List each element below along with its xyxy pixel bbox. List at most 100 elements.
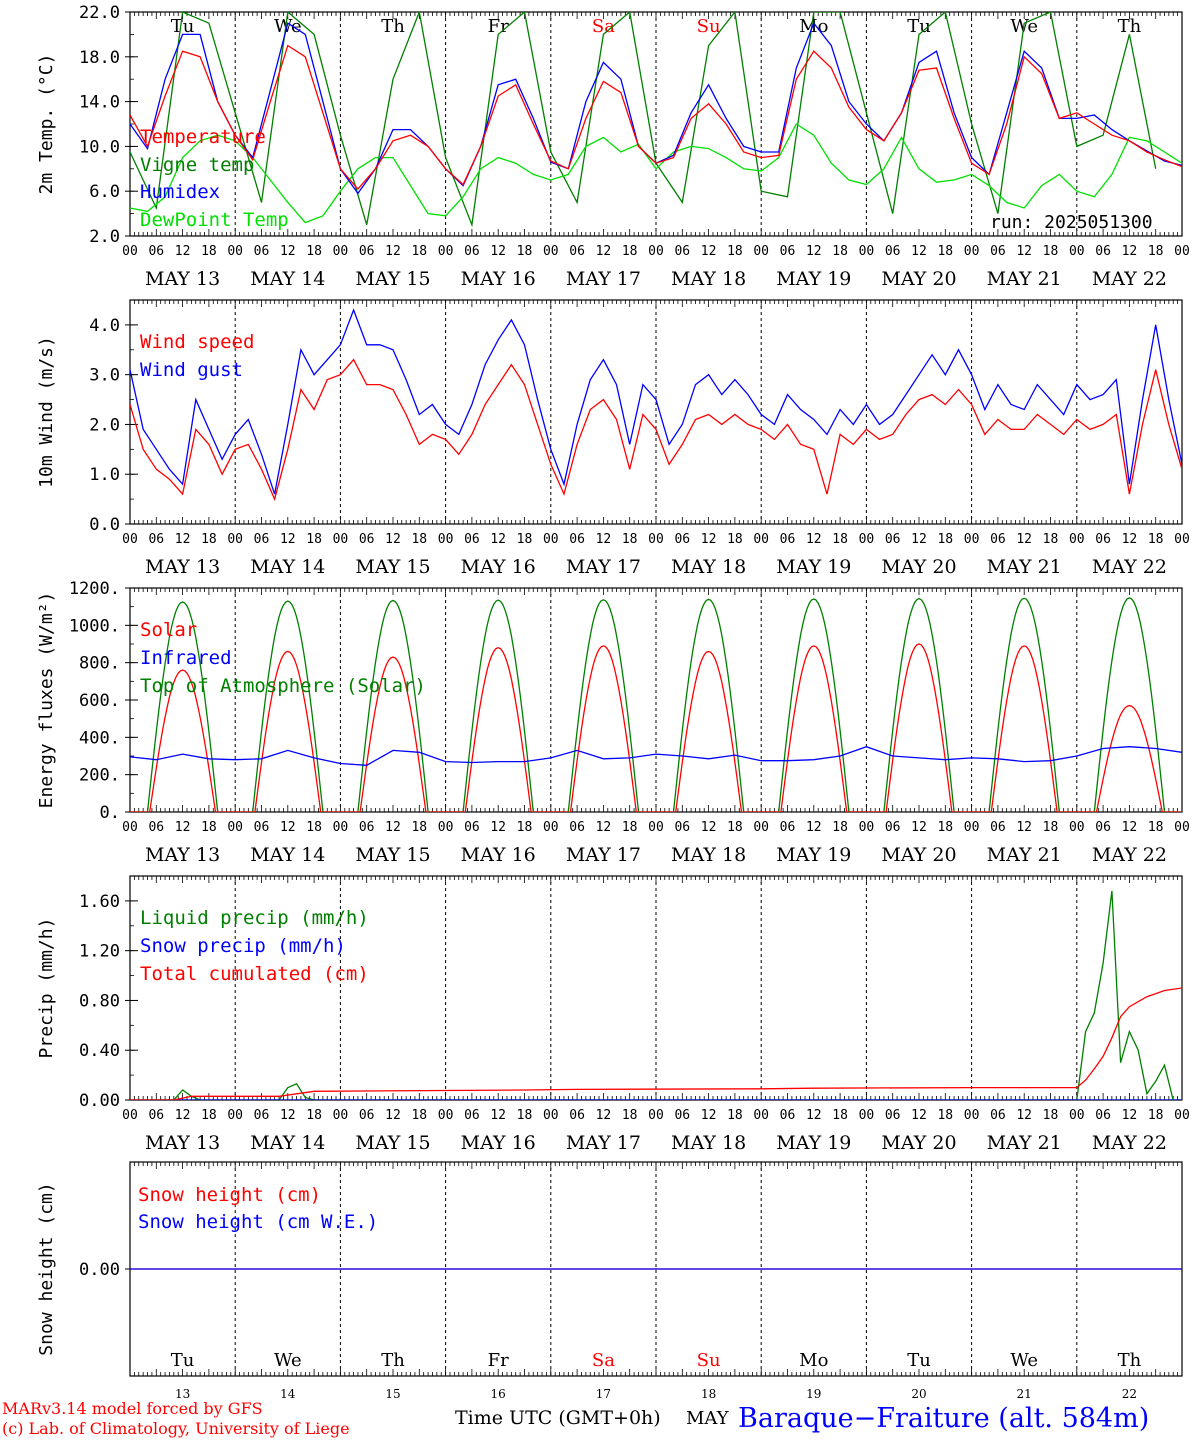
hour-label: 06 [780, 820, 796, 835]
hour-label: 06 [254, 532, 270, 547]
hour-label: 06 [1095, 532, 1111, 547]
hour-label: 18 [306, 532, 322, 547]
hour-label: 06 [674, 1108, 690, 1123]
hour-label: 12 [175, 1108, 191, 1123]
hour-label: 00 [1174, 244, 1190, 259]
date-label: MAY 16 [461, 556, 536, 578]
hour-label: 06 [780, 532, 796, 547]
hour-label: 00 [227, 820, 243, 835]
date-label: MAY 17 [566, 844, 641, 866]
hour-label: 12 [490, 532, 506, 547]
hour-label: 18 [517, 820, 533, 835]
y-tick-label: 4.0 [89, 316, 120, 336]
y-tick-label: 600. [79, 691, 120, 711]
y-tick-label: 2.0 [89, 415, 120, 435]
date-label: MAY 22 [1092, 556, 1167, 578]
legend-entry: Humidex [140, 181, 220, 203]
hour-label: 12 [385, 244, 401, 259]
hour-label: 18 [727, 244, 743, 259]
panel-5: 0.00 Snow height (cm) Tu 13 We 14 Th 15 Fr 16 Sa 17… [36, 1161, 1183, 1401]
date-label: MAY 14 [250, 1132, 325, 1154]
y-tick-label: 10.0 [79, 137, 120, 157]
hour-label: 00 [122, 532, 138, 547]
y-tick-label: 1.60 [79, 892, 120, 912]
hour-label: 00 [753, 820, 769, 835]
hour-label: 06 [359, 820, 375, 835]
date-label: MAY 13 [145, 1132, 220, 1154]
weekday-label: We [274, 1350, 302, 1371]
y-tick-label: 22.0 [79, 3, 120, 23]
hour-label: 06 [990, 532, 1006, 547]
y-tick-label: 0.40 [79, 1041, 120, 1061]
hour-label: 00 [859, 244, 875, 259]
date-label: MAY 19 [776, 268, 851, 290]
date-label: MAY 19 [776, 556, 851, 578]
hour-label: 00 [122, 244, 138, 259]
hour-label: 12 [596, 1108, 612, 1123]
hour-label: 06 [990, 1108, 1006, 1123]
hour-label: 06 [148, 532, 164, 547]
hour-label: 18 [306, 1108, 322, 1123]
hour-label: 18 [832, 244, 848, 259]
hour-label: 12 [806, 244, 822, 259]
hour-label: 00 [438, 532, 454, 547]
date-label: MAY 17 [566, 268, 641, 290]
hour-label: 06 [464, 532, 480, 547]
hour-label: 18 [1148, 244, 1164, 259]
y-tick-label: 400. [79, 728, 120, 748]
hour-label: 18 [622, 1108, 638, 1123]
hour-label: 00 [859, 1108, 875, 1123]
hour-label: 12 [280, 532, 296, 547]
hour-label: 18 [201, 244, 217, 259]
hour-label: 18 [1043, 1108, 1059, 1123]
legend-entry: Snow precip (mm/h) [140, 935, 346, 957]
series-line-wind-speed [130, 358, 1182, 502]
hour-label: 18 [832, 532, 848, 547]
weekday-label: Tu [907, 1350, 931, 1371]
hour-label: 06 [359, 1108, 375, 1123]
hour-label: 12 [701, 532, 717, 547]
hour-label: 00 [227, 244, 243, 259]
hour-label: 18 [832, 820, 848, 835]
hour-label: 00 [543, 244, 559, 259]
hour-label: 06 [1095, 1108, 1111, 1123]
date-label: MAY 20 [881, 1132, 956, 1154]
series-line-wind-gust [130, 308, 1182, 495]
hour-label: 00 [438, 244, 454, 259]
y-axis-label: 10m Wind (m/s) [36, 336, 57, 488]
date-label: MAY 14 [250, 844, 325, 866]
hour-label: 06 [464, 244, 480, 259]
hour-label: 12 [490, 1108, 506, 1123]
day-number-label: 13 [175, 1387, 190, 1401]
hour-label: 18 [1043, 532, 1059, 547]
hour-label: 06 [885, 532, 901, 547]
chart-panels: 2.0 6.0 10.0 14.0 18.0 22.0 2m Temp. (°C) 00 06 1… [36, 3, 1190, 1401]
hour-label: 18 [1148, 1108, 1164, 1123]
series-group [130, 308, 1182, 502]
hour-label: 12 [490, 820, 506, 835]
date-label: MAY 22 [1092, 1132, 1167, 1154]
hour-label: 18 [517, 244, 533, 259]
hour-label: 18 [622, 532, 638, 547]
hour-label: 06 [1095, 244, 1111, 259]
hour-label: 18 [937, 1108, 953, 1123]
hour-label: 12 [175, 820, 191, 835]
hour-label: 06 [674, 244, 690, 259]
y-tick-label: 2.0 [89, 227, 120, 247]
hour-label: 06 [674, 820, 690, 835]
hour-label: 00 [1174, 532, 1190, 547]
hour-label: 06 [990, 244, 1006, 259]
hour-label: 00 [438, 1108, 454, 1123]
month-label: MAY [686, 1408, 730, 1429]
y-tick-label: 0.00 [79, 1091, 120, 1111]
hour-label: 00 [227, 1108, 243, 1123]
hour-label: 06 [359, 244, 375, 259]
hour-label: 18 [306, 244, 322, 259]
date-label: MAY 20 [881, 556, 956, 578]
hour-label: 06 [464, 1108, 480, 1123]
hour-label: 12 [701, 820, 717, 835]
hour-label: 18 [201, 1108, 217, 1123]
day-number-label: 18 [701, 1387, 716, 1401]
y-tick-label: 800. [79, 654, 120, 674]
hour-label: 12 [806, 532, 822, 547]
